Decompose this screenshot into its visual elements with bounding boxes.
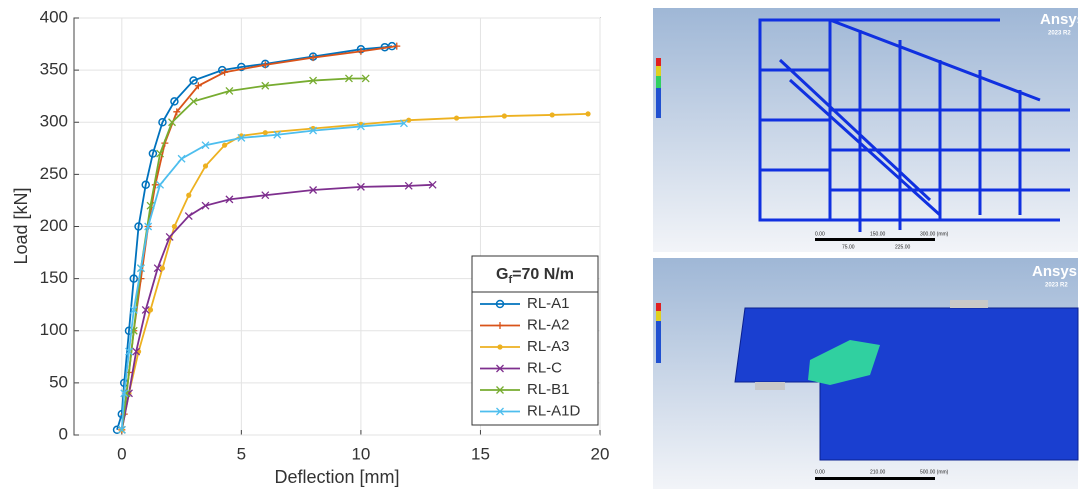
scale-label: 0.00 <box>815 469 825 475</box>
release: 2023 R2 <box>1045 283 1068 289</box>
contour-legend <box>656 303 661 311</box>
scale-bar <box>815 477 935 480</box>
y-tick-label: 200 <box>40 216 68 235</box>
marker <box>186 193 191 198</box>
y-tick-label: 350 <box>40 60 68 79</box>
release: 2023 R2 <box>1048 31 1071 37</box>
y-tick-label: 50 <box>49 372 68 391</box>
y-axis-label: Load [kN] <box>11 187 31 264</box>
figure: 05101520050100150200250300350400Gf=70 N/… <box>0 0 1079 490</box>
marker <box>550 112 555 117</box>
legend-title: Gf=70 N/m <box>496 266 574 286</box>
marker <box>502 113 507 118</box>
brand: Ansys <box>1032 263 1077 280</box>
legend-label: RL-A3 <box>527 338 570 355</box>
legend-label: RL-C <box>527 359 562 376</box>
marker <box>172 224 177 229</box>
contour-legend <box>656 66 661 76</box>
panel-bg <box>653 8 1078 252</box>
x-tick-label: 0 <box>117 444 126 463</box>
marker <box>454 115 459 120</box>
y-tick-label: 300 <box>40 112 68 131</box>
scale-label: 225.00 <box>895 244 911 250</box>
marker <box>148 307 153 312</box>
contour-legend <box>656 76 661 88</box>
x-axis-label: Deflection [mm] <box>274 467 399 487</box>
scale-bar <box>815 238 935 241</box>
contour-legend <box>656 311 661 321</box>
x-tick-label: 20 <box>591 444 610 463</box>
marker <box>263 130 268 135</box>
brand: Ansys <box>1040 11 1079 28</box>
x-tick-label: 5 <box>237 444 246 463</box>
y-tick-label: 400 <box>40 7 68 26</box>
marker <box>222 143 227 148</box>
marker <box>203 163 208 168</box>
scale-label: 150.00 <box>870 231 886 237</box>
scale-label: 300.00 (mm) <box>920 231 949 237</box>
x-tick-label: 15 <box>471 444 490 463</box>
scale-label: 210.00 <box>870 469 886 475</box>
legend-label: RL-A1 <box>527 295 570 312</box>
contour-legend <box>656 58 661 66</box>
legend-title-part: =70 N/m <box>512 266 574 283</box>
x-tick-label: 10 <box>351 444 370 463</box>
legend-label: RL-A1D <box>527 402 581 419</box>
scale-label: 75.00 <box>842 244 855 250</box>
support <box>950 300 988 308</box>
legend-title-part: G <box>496 266 508 283</box>
legend-marker <box>497 344 502 349</box>
y-tick-label: 100 <box>40 320 68 339</box>
legend-label: RL-B1 <box>527 381 570 398</box>
marker <box>585 111 590 116</box>
scale-label: 500.00 (mm) <box>920 469 949 475</box>
marker <box>160 266 165 271</box>
fea-panel-top: Ansys 2023 R2 0.00 150.00 300.00 (mm) 75… <box>653 8 1079 252</box>
legend-label: RL-A2 <box>527 316 570 333</box>
scale-label: 0.00 <box>815 231 825 237</box>
support <box>755 382 785 390</box>
fea-panel-bottom: Ansys 2023 R2 0.00 210.00 500.00 (mm) <box>653 258 1078 489</box>
y-tick-label: 150 <box>40 268 68 287</box>
legend: Gf=70 N/m RL-A1 RL-A2 RL-A3 RL-C RL-B1 RL-A1D <box>472 256 598 425</box>
y-tick-label: 0 <box>59 424 68 443</box>
y-tick-label: 250 <box>40 164 68 183</box>
